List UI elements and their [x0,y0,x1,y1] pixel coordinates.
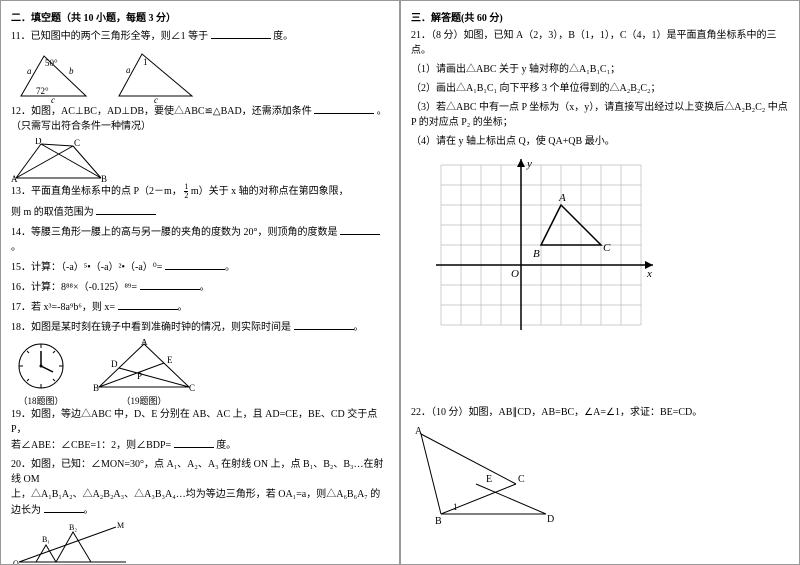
t1-a: a [27,66,32,76]
right-column: 三．解答题(共 60 分) 21．（8 分）如图，已知 A（2，3），B（1，1… [400,0,800,565]
t2-c: c [154,95,158,103]
grid-figure: O x y A B C [431,155,661,345]
q15-blank [165,259,225,270]
q14: 14．等腰三角形一腰上的高与另一腰的夹角的度数为 20°，则顶角的度数是 。 [11,224,389,255]
f22C: C [518,474,525,485]
cap18: （18题图） [11,394,71,407]
q16: 16．计算：8⁸⁸×（-0.125）⁸⁹= 。 [11,279,389,295]
q15: 15．计算：（-a）⁵•（-a）²•（-a）⁰= 。 [11,259,389,275]
q12-blank [314,103,374,114]
f19C: C [189,383,195,393]
q11-tail: 度。 [273,31,293,42]
f20B1: B₁ [42,535,50,544]
section-title-3: 三．解答题(共 60 分) [411,9,789,24]
f22ang: 1 [453,502,458,512]
q17: 17．若 x³=-8a⁹b⁶，则 x= 。 [11,299,389,315]
q21b: （1）请画出△ABC 关于 y 轴对称的△A₁B₁C₁； [411,62,789,77]
q13a: 13．平面直角坐标系中的点 P（2－m， [11,186,182,197]
fig11-t2: 1 a c [114,48,199,103]
f22E: E [486,474,492,485]
q19b: 若∠ABE：∠CBE=1：2，则∠BDP= [11,440,171,451]
q11: 11．已知图中的两个三角形全等，则∠1 等于 度。 [11,28,389,44]
q21d: （3）若△ABC 中有一点 P 坐标为（x，y），请直接写出经过以上变换后△A₂… [411,100,789,130]
q19a: 19．如图，等边△ABC 中，D、E 分别在 AB、AC 上，且 AD=CE，B… [11,409,377,435]
cap19: （19题图） [89,394,199,407]
fig12: A B C D [11,138,111,183]
gA: A [558,192,566,204]
q19tail: 度。 [216,440,236,451]
q12a: 12．如图，AC⊥BC，AD⊥DB，要使△ABC≌△BAD，还需添加条件 [11,106,312,117]
q20a: 20．如图，已知：∠MON=30°，点 A₁、A₂、A₃ 在射线 ON 上，点 … [11,459,384,485]
f12C: C [74,138,80,148]
q19: 19．如图，等边△ABC 中，D、E 分别在 AB、AC 上，且 AD=CE，B… [11,407,389,453]
q13-den: 2 [184,192,188,200]
q18t: 18．如图是某时刻在镜子中看到准确时钟的情况，则实际时间是 [11,322,291,333]
figs18-19: （18题图） A B C D E P （19题图） [11,339,389,407]
f12B: B [101,174,107,183]
t1-c: c [51,95,55,103]
fig19: A B C D E P [89,339,199,394]
fig11: 50° 72° a b c 1 a c [11,48,389,103]
f20B2: B₂ [69,523,77,532]
q11-text: 11．已知图中的两个三角形全等，则∠1 等于 [11,31,208,42]
q16-blank [140,279,200,290]
q19-blank [174,437,214,448]
q17t: 17．若 x³=-8a⁹b⁶，则 x= [11,302,115,313]
t1-ang50: 50° [45,58,58,68]
f22A: A [415,426,423,437]
q20: 20．如图，已知：∠MON=30°，点 A₁、A₂、A₃ 在射线 ON 上，点 … [11,457,389,518]
gx: x [646,268,652,280]
q18: 18．如图是某时刻在镜子中看到准确时钟的情况，则实际时间是 。 [11,319,389,335]
gC: C [603,242,611,254]
gB: B [533,248,540,260]
f19B: B [93,383,99,393]
f20O: O [13,559,19,565]
q14a: 14．等腰三角形一腰上的高与另一腰的夹角的度数为 20°，则顶角的度数是 [11,227,338,238]
f12D: D [35,138,42,146]
q22: 22．（10 分）如图，AB∥CD，AB=BC，∠A=∠1，求证：BE=CD。 [411,405,789,420]
f22D: D [547,514,554,524]
q17-blank [118,299,178,310]
f19E: E [167,355,173,365]
f12A: A [11,174,18,183]
q11-blank [211,28,271,39]
fig20: O A₁ A₂ B₁ B₂ M [11,522,131,565]
q13-blank [96,204,156,215]
t1-b: b [69,66,74,76]
q13c-line: 则 m 的取值范围为 [11,204,389,220]
f19P: P [137,371,142,381]
f20M: M [117,522,124,530]
gO: O [511,268,519,280]
q14-blank [340,224,380,235]
gy: y [526,158,532,170]
q13: 13．平面直角坐标系中的点 P（2－m， 1 2 m）关于 x 轴的对称点在第四… [11,183,389,200]
q21c: （2）画出△A₁B₁C₁ 向下平移 3 个单位得到的△A₂B₂C₂； [411,81,789,96]
fig11-t1: 50° 72° a b c [11,48,96,103]
q20-blank [44,502,84,513]
q13b: m）关于 x 轴的对称点在第四象限， [191,186,349,197]
t2-a: a [126,65,131,75]
t1-ang72: 72° [36,86,49,96]
f19A: A [141,339,148,347]
q15t: 15．计算：（-a）⁵•（-a）²•（-a）⁰= [11,262,162,273]
f22B: B [435,516,442,524]
q21e: （4）请在 y 轴上标出点 Q，使 QA+QB 最小。 [411,134,789,149]
q16t: 16．计算：8⁸⁸×（-0.125）⁸⁹= [11,282,137,293]
t2-ang1: 1 [143,57,148,67]
section-title-2: 二．填空题（共 10 小题，每题 3 分） [11,9,389,24]
q21a: 21．（8 分）如图，已知 A（2，3），B（1，1），C（4，1）是平面直角坐… [411,28,789,58]
fig18-clock [11,339,71,394]
left-column: 二．填空题（共 10 小题，每题 3 分） 11．已知图中的两个三角形全等，则∠… [0,0,400,565]
q13c: 则 m 的取值范围为 [11,207,94,218]
fig22: A B C D E 1 [411,424,571,524]
f19D: D [111,359,118,369]
q18-blank [294,319,354,330]
q12: 12．如图，AC⊥BC，AD⊥DB，要使△ABC≌△BAD，还需添加条件 。（只… [11,103,389,134]
